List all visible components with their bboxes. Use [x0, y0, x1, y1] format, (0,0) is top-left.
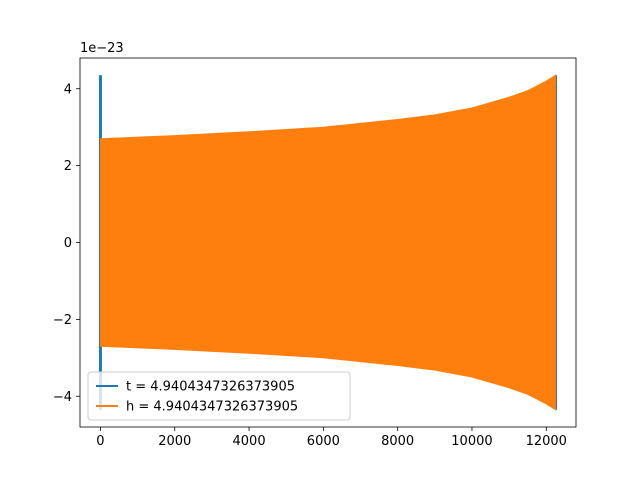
x-tick-label: 12000 — [526, 434, 567, 449]
x-tick-label: 6000 — [307, 434, 340, 449]
legend-label: t = 4.9404347326373905 — [126, 380, 295, 395]
x-tick-label: 0 — [96, 434, 104, 449]
legend: t = 4.9404347326373905 h = 4.940434732637… — [87, 371, 351, 421]
x-tick-label: 10000 — [451, 434, 492, 449]
legend-label: h = 4.9404347326373905 — [126, 400, 298, 415]
x-tick-label: 8000 — [381, 434, 414, 449]
x-tick-label: 2000 — [158, 434, 191, 449]
y-offset-text: 1e−23 — [80, 41, 124, 56]
y-tick-label: 2 — [64, 159, 72, 174]
x-tick-label: 4000 — [233, 434, 266, 449]
y-tick-label: −2 — [53, 313, 72, 328]
y-tick-label: −4 — [53, 390, 72, 405]
plot-area — [98, 74, 558, 411]
y-tick-label: 4 — [64, 82, 72, 97]
legend-box — [87, 371, 351, 421]
y-tick-label: 0 — [64, 236, 72, 251]
axes: 0 2000 4000 6000 8000 10000 12000 −4 −2 0 2 4 — [53, 57, 577, 449]
series-h-envelope — [99, 74, 557, 411]
